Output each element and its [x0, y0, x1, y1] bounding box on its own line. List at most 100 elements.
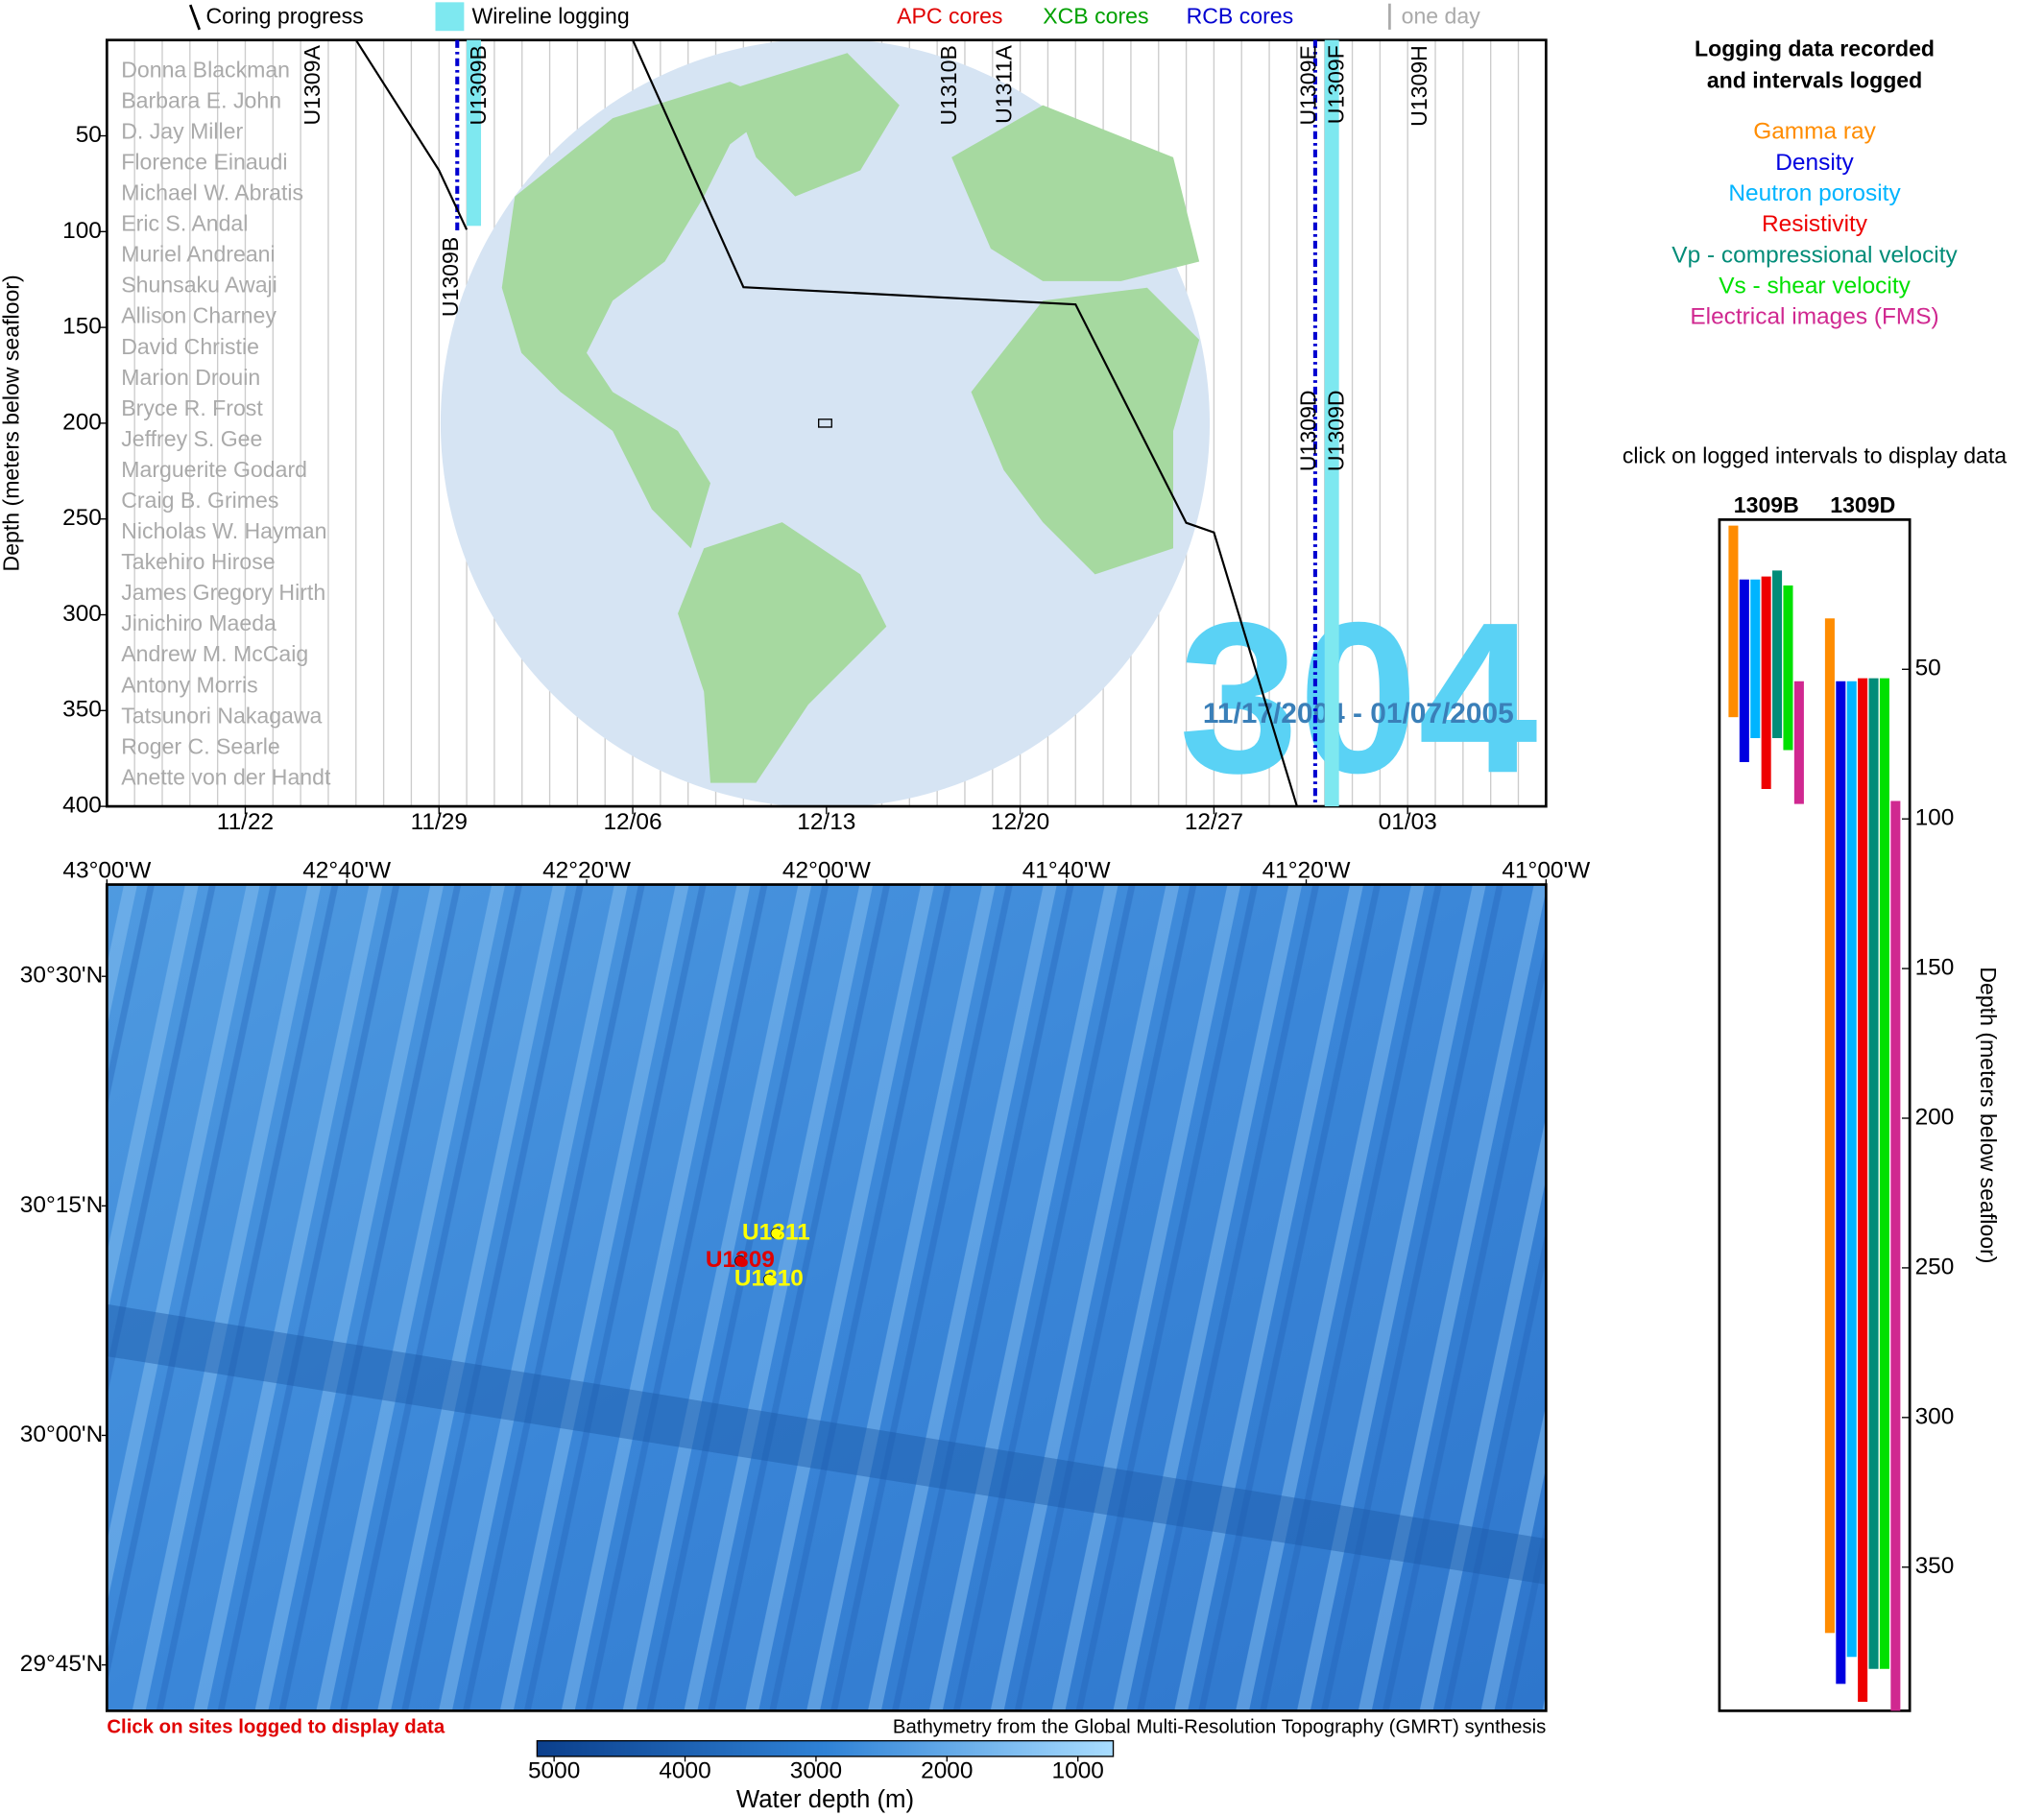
logged-interval[interactable]	[1772, 570, 1783, 739]
logged-interval[interactable]	[1728, 525, 1739, 718]
scientist-name: D. Jay Miller	[121, 118, 243, 143]
y-axis-label: Depth (meters below seafloor)	[0, 275, 24, 571]
site-marker[interactable]	[734, 1254, 746, 1267]
scientist-name: Jinichiro Maeda	[121, 610, 277, 635]
scientist-name: Eric S. Andal	[121, 211, 248, 236]
scientist-name: Shunsaku Awaji	[121, 273, 277, 298]
logged-interval[interactable]	[1879, 678, 1889, 1669]
scientist-name: Antony Morris	[121, 672, 257, 697]
site-label[interactable]: U1310	[734, 1265, 804, 1291]
lon-label: 42°40'W	[302, 857, 391, 883]
colorbar-tick-label: 1000	[1052, 1758, 1104, 1784]
scientist-name: Donna Blackman	[121, 57, 290, 82]
y-tick-label: 200	[62, 409, 102, 435]
site-marker[interactable]	[763, 1274, 775, 1285]
logged-interval[interactable]	[1846, 681, 1857, 1658]
hole-label: U1309B	[466, 45, 491, 125]
lat-label: 29°45'N	[20, 1651, 103, 1677]
land	[501, 82, 782, 549]
expedition-number: 304	[1179, 578, 1538, 818]
lat-label: 30°30'N	[20, 963, 103, 989]
tool-legend: Resistivity	[1762, 211, 1868, 237]
tool-legend: Vp - compressional velocity	[1671, 242, 1958, 268]
legend-coring-swatch	[188, 4, 202, 31]
logged-interval[interactable]	[1858, 678, 1868, 1703]
site-label[interactable]: U1311	[742, 1219, 810, 1245]
hole-label: U1309D	[1323, 390, 1348, 471]
scientist-name: Florence Einaudi	[121, 150, 287, 175]
legend-coring: Coring progress	[206, 4, 364, 29]
logged-interval[interactable]	[1761, 576, 1771, 790]
scientist-name: Nicholas W. Hayman	[121, 518, 326, 543]
logged-interval[interactable]	[1836, 681, 1846, 1685]
y-tick-label: 350	[62, 697, 102, 723]
logged-interval[interactable]	[1793, 681, 1804, 804]
logged-interval[interactable]	[1868, 678, 1879, 1669]
fracture-zone	[107, 1303, 1547, 1585]
hole-label: U1309E	[1296, 45, 1321, 125]
hole-label: U1309A	[300, 45, 325, 126]
y-tick-label: 50	[76, 122, 102, 148]
y-tick-label: 250	[62, 505, 102, 531]
land	[971, 287, 1200, 575]
bathymetry-relief	[107, 884, 1547, 1711]
tool-legend: Vs - shear velocity	[1719, 273, 1911, 299]
scientist-name: Bryce R. Frost	[121, 395, 263, 420]
land	[951, 105, 1200, 281]
hole-label: U1309H	[1407, 45, 1431, 127]
y-tick-label: 300	[1915, 1403, 1955, 1429]
scientist-name: Muriel Andreani	[121, 242, 275, 267]
lat-label: 30°15'N	[20, 1192, 103, 1218]
tool-legend: Density	[1775, 150, 1854, 176]
globe-site-marker	[818, 418, 832, 428]
legend-apc: APC cores	[897, 4, 1002, 29]
scientist-name: Anette von der Handt	[121, 764, 331, 789]
wireline-interval	[467, 39, 482, 227]
credit: Bathymetry from the Global Multi-Resolut…	[893, 1716, 1546, 1737]
hole-label: U1311A	[991, 45, 1016, 124]
hole-label: U1309B	[438, 237, 463, 317]
site-label[interactable]: U1309	[706, 1247, 775, 1273]
logged-interval[interactable]	[1824, 618, 1835, 1634]
x-tick-label: 11/29	[411, 809, 468, 835]
legend-wireline: Wireline logging	[472, 4, 630, 29]
scientist-name: Roger C. Searle	[121, 733, 279, 758]
hole-label: U1309D	[1296, 390, 1321, 471]
tool-legend: Electrical images (FMS)	[1690, 304, 1938, 330]
logging-y-label: Depth (meters below seafloor)	[1976, 967, 2001, 1263]
scientist-name: Jeffrey S. Gee	[121, 426, 262, 451]
scientist-name: Marion Drouin	[121, 365, 260, 390]
y-tick-label: 150	[62, 314, 102, 340]
x-tick-label: 12/06	[603, 809, 661, 835]
scientist-name: David Christie	[121, 334, 259, 359]
hole-name: 1309D	[1830, 492, 1895, 517]
legend-wireline-swatch	[435, 2, 465, 32]
hole-label: U1309F	[1323, 45, 1348, 124]
logged-interval[interactable]	[1783, 585, 1793, 751]
logging-instruction: click on logged intervals to display dat…	[1623, 442, 2007, 467]
site-marker[interactable]	[770, 1228, 782, 1239]
y-tick-label: 100	[1915, 805, 1955, 831]
colorbar-tick-label: 3000	[790, 1758, 842, 1784]
colorbar	[536, 1739, 1115, 1757]
colorbar-tick-label: 2000	[921, 1758, 973, 1784]
scientist-name: Andrew M. McCaig	[121, 641, 308, 666]
logged-interval[interactable]	[1739, 579, 1749, 762]
scientist-name: Michael W. Abratis	[121, 180, 303, 205]
coring-progress	[354, 39, 1298, 807]
y-tick-label: 50	[1915, 656, 1941, 681]
colorbar-tick-label: 4000	[659, 1758, 710, 1784]
y-tick-label: 400	[62, 793, 102, 819]
logged-interval[interactable]	[1750, 579, 1761, 739]
land	[678, 522, 887, 783]
y-tick-label: 350	[1915, 1553, 1955, 1579]
scientist-name: Marguerite Godard	[121, 457, 307, 482]
logged-interval[interactable]	[1890, 800, 1901, 1711]
logging-frame	[1718, 518, 1912, 1712]
y-tick-label: 100	[62, 218, 102, 244]
lon-label: 41°40'W	[1022, 857, 1111, 883]
x-tick-label: 01/03	[1379, 809, 1437, 835]
y-tick-label: 150	[1915, 955, 1955, 981]
